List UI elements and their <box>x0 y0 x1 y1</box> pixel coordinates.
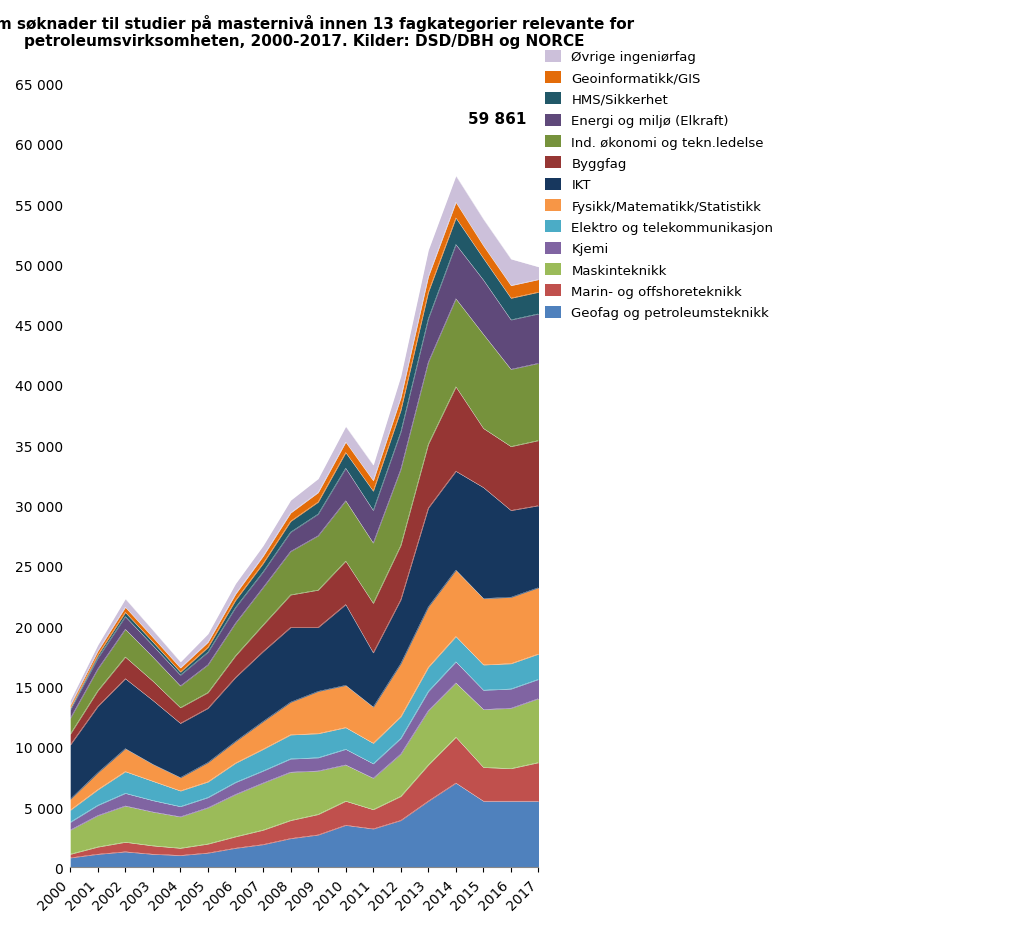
Title: Sum søknader til studier på masternivå innen 13 fagkategorier relevante for
petr: Sum søknader til studier på masternivå i… <box>0 15 635 49</box>
Legend: Øvrige ingeniørfag, Geoinformatikk/GIS, HMS/Sikkerhet, Energi og miljø (Elkraft): Øvrige ingeniørfag, Geoinformatikk/GIS, … <box>545 51 773 320</box>
Text: 59 861: 59 861 <box>468 111 526 126</box>
